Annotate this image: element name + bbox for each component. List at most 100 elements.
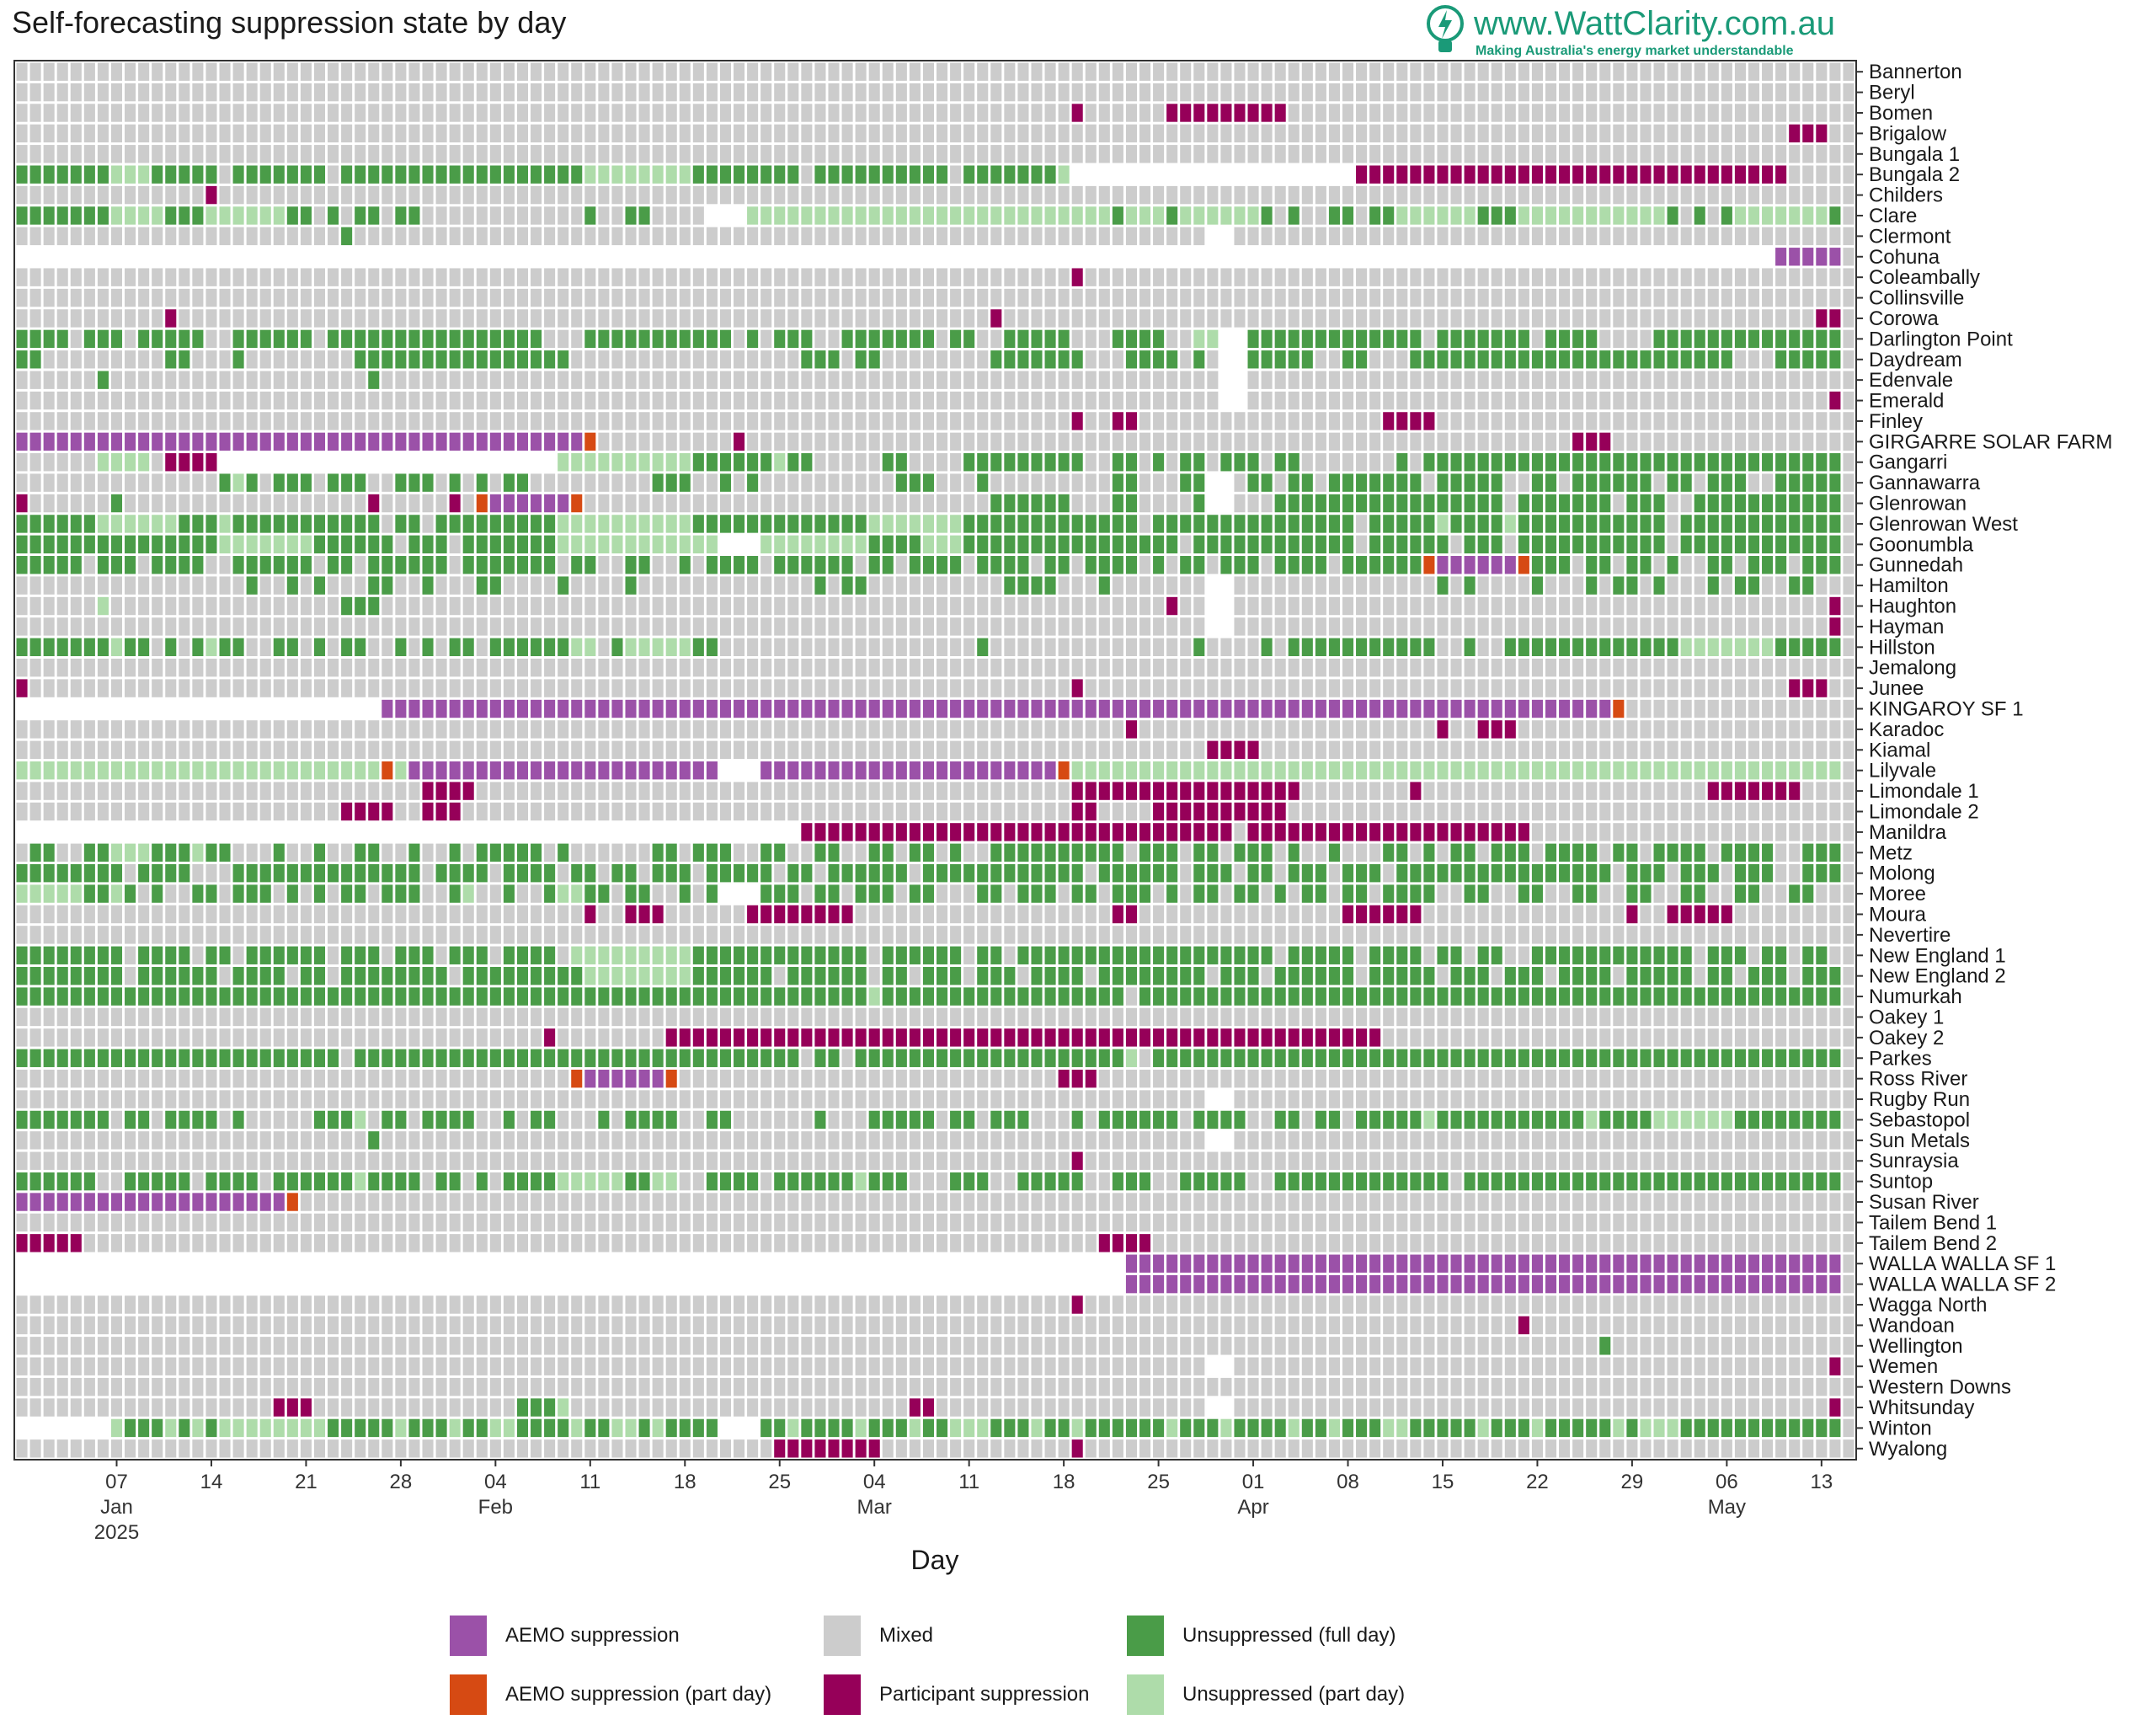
heatmap-cell xyxy=(1017,740,1029,759)
heatmap-cell xyxy=(1139,535,1151,554)
heatmap-cell xyxy=(1694,802,1705,821)
heatmap-cell xyxy=(395,185,407,205)
heatmap-cell xyxy=(422,350,434,369)
heatmap-cell xyxy=(1166,473,1178,492)
heatmap-cell xyxy=(625,453,637,472)
heatmap-cell xyxy=(232,556,244,574)
heatmap-cell xyxy=(598,124,610,143)
heatmap-cell xyxy=(1396,62,1408,81)
heatmap-cell xyxy=(1586,145,1598,163)
heatmap-cell xyxy=(1816,679,1828,697)
heatmap-cell xyxy=(665,309,677,328)
heatmap-cell xyxy=(1193,720,1205,739)
heatmap-cell xyxy=(692,453,704,472)
heatmap-cell xyxy=(1301,515,1313,533)
heatmap-cell xyxy=(449,432,461,451)
heatmap-cell xyxy=(1464,412,1476,430)
heatmap-cell xyxy=(1342,843,1354,862)
heatmap-cell xyxy=(1762,617,1774,636)
heatmap-cell xyxy=(1410,576,1422,595)
heatmap-cell xyxy=(125,802,136,821)
heatmap-cell xyxy=(1531,473,1543,492)
heatmap-cell xyxy=(1680,617,1692,636)
heatmap-cell xyxy=(286,679,298,697)
heatmap-cell xyxy=(1180,104,1192,122)
heatmap-cell xyxy=(1166,556,1178,574)
heatmap-cell xyxy=(1356,185,1368,205)
heatmap-cell xyxy=(1085,740,1097,759)
heatmap-cell xyxy=(638,802,650,821)
heatmap-cell xyxy=(1626,432,1638,451)
heatmap-cell xyxy=(719,843,732,862)
heatmap-cell xyxy=(97,165,109,184)
heatmap-cell xyxy=(1680,412,1692,430)
heatmap-cell xyxy=(408,145,420,163)
heatmap-cell xyxy=(544,124,556,143)
heatmap-cell xyxy=(1586,617,1598,636)
heatmap-cell xyxy=(584,699,596,718)
heatmap-cell xyxy=(1261,740,1273,759)
heatmap-cell xyxy=(1721,62,1732,81)
heatmap-cell xyxy=(125,104,136,122)
heatmap-cell xyxy=(1247,391,1259,410)
heatmap-cell xyxy=(1504,494,1516,513)
heatmap-cell xyxy=(70,659,82,677)
heatmap-cell xyxy=(435,494,447,513)
heatmap-cell xyxy=(1288,104,1299,122)
heatmap-cell xyxy=(1342,556,1354,574)
heatmap-cell xyxy=(382,412,393,430)
heatmap-cell xyxy=(1707,62,1719,81)
heatmap-cell xyxy=(110,720,123,739)
heatmap-cell xyxy=(937,288,948,307)
heatmap-cell xyxy=(1843,329,1854,349)
heatmap-cell xyxy=(516,740,529,759)
heatmap-cell xyxy=(1058,62,1070,81)
heatmap-cell xyxy=(219,782,231,800)
heatmap-cell xyxy=(1789,699,1801,718)
heatmap-cell xyxy=(774,309,786,328)
heatmap-cell xyxy=(747,185,759,205)
heatmap-cell xyxy=(43,62,55,81)
heatmap-cell xyxy=(1816,165,1828,184)
heatmap-cell xyxy=(1180,206,1192,225)
heatmap-cell xyxy=(1464,206,1476,225)
heatmap-cell xyxy=(1261,83,1273,102)
heatmap-cell xyxy=(1247,556,1259,574)
heatmap-cell xyxy=(341,412,353,430)
heatmap-cell xyxy=(1261,432,1273,451)
heatmap-cell xyxy=(1599,185,1611,205)
heatmap-cell xyxy=(868,699,880,718)
heatmap-cell xyxy=(29,782,41,800)
heatmap-cell xyxy=(1085,350,1097,369)
heatmap-cell xyxy=(814,412,826,430)
heatmap-cell xyxy=(1843,288,1854,307)
heatmap-cell xyxy=(1667,288,1678,307)
heatmap-cell xyxy=(1153,62,1165,81)
heatmap-cell xyxy=(1423,124,1435,143)
heatmap-cell xyxy=(1315,124,1326,143)
heatmap-cell xyxy=(1748,83,1760,102)
heatmap-cell xyxy=(1261,535,1273,554)
heatmap-cell xyxy=(747,227,759,246)
heatmap-cell xyxy=(1572,596,1584,616)
heatmap-cell xyxy=(1477,165,1489,184)
heatmap-cell xyxy=(747,679,759,697)
heatmap-cell xyxy=(638,165,650,184)
heatmap-cell xyxy=(179,124,190,143)
heatmap-cell xyxy=(1031,453,1043,472)
heatmap-cell xyxy=(963,617,975,636)
heatmap-cell xyxy=(747,124,759,143)
heatmap-cell xyxy=(1247,823,1259,841)
heatmap-cell xyxy=(1044,83,1056,102)
heatmap-cell xyxy=(1044,453,1056,472)
heatmap-cell xyxy=(422,62,434,81)
heatmap-cell xyxy=(1356,62,1368,81)
heatmap-cell xyxy=(1680,432,1692,451)
heatmap-cell xyxy=(1031,761,1043,780)
heatmap-cell xyxy=(489,165,501,184)
heatmap-cell xyxy=(679,62,691,81)
heatmap-cell xyxy=(97,638,109,657)
heatmap-cell xyxy=(1423,515,1435,533)
heatmap-cell xyxy=(1559,699,1571,718)
heatmap-cell xyxy=(1098,720,1110,739)
